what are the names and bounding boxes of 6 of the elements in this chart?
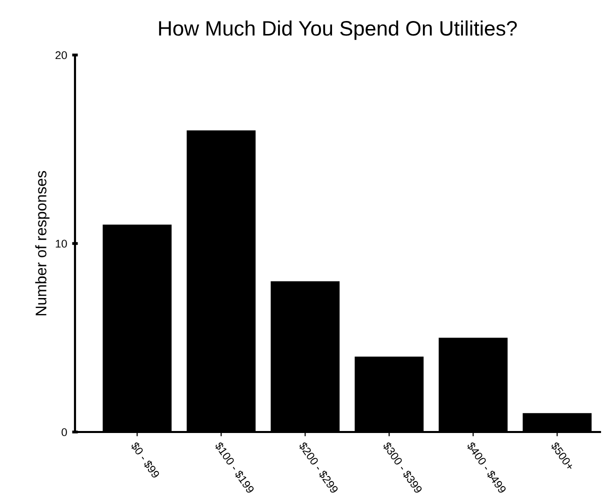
x-tick-label: $0 - $99 (130, 441, 160, 480)
y-tick-label: 10 (56, 240, 67, 248)
y-axis-title: Number of responses (35, 171, 50, 316)
y-tick-label: 20 (56, 51, 67, 60)
y-tick-label: 0 (62, 428, 67, 436)
chart-title: How Much Did You Spend On Utilities? (159, 20, 517, 40)
